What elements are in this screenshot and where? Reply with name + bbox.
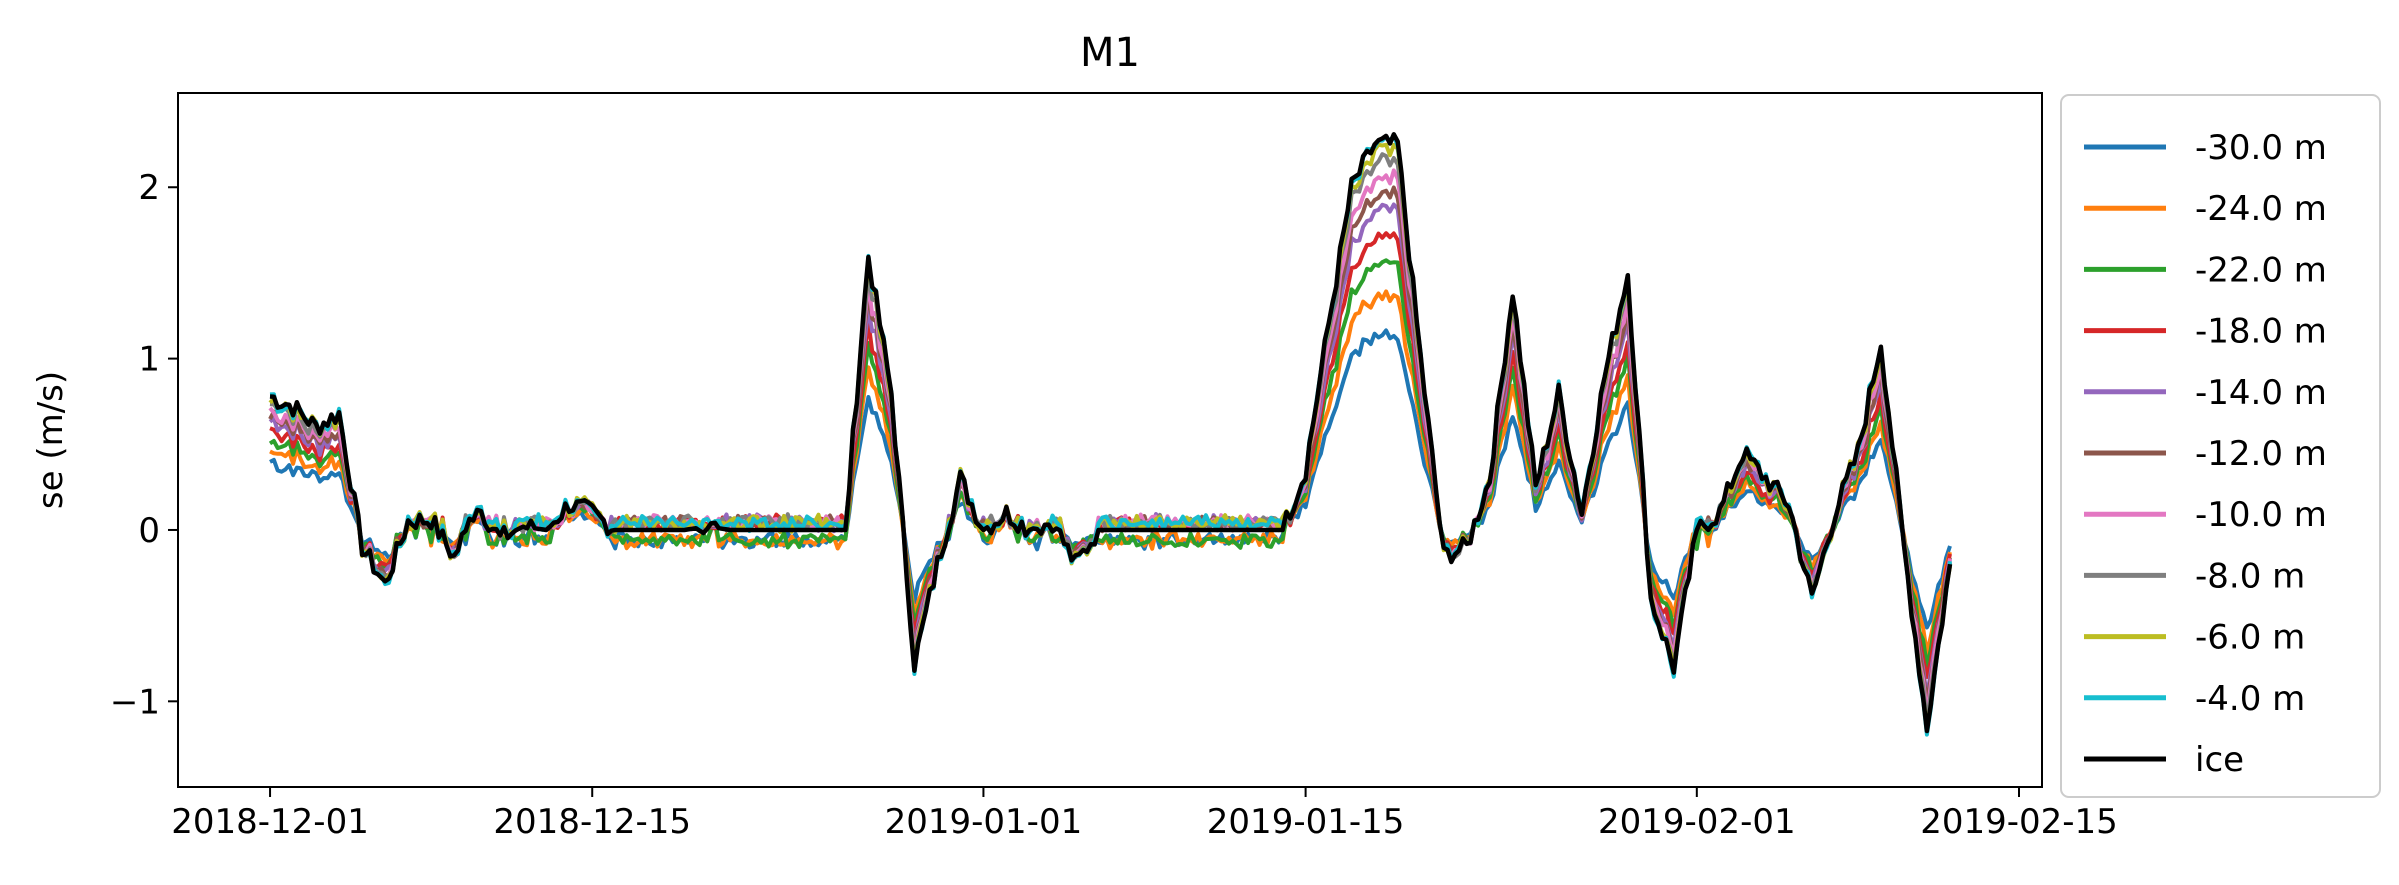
series-line-80m	[269, 152, 1952, 725]
series-line-300m	[269, 328, 1952, 630]
y-axis: −1 0 1 2	[110, 168, 178, 722]
y-tick-label: 1	[138, 340, 160, 380]
legend-label: -4.0 m	[2195, 679, 2305, 719]
plot-frame	[177, 92, 2043, 788]
y-tick-label: 0	[138, 511, 160, 551]
x-tick-label: 2019-02-01	[1598, 802, 1796, 842]
y-axis-label: se (m/s)	[31, 371, 71, 509]
series-line-ice	[269, 132, 1953, 734]
legend-label: -6.0 m	[2195, 618, 2305, 658]
x-tick-label: 2018-12-01	[171, 802, 369, 842]
x-tick-label: 2019-02-15	[1920, 802, 2118, 842]
legend-label: -22.0 m	[2195, 250, 2327, 290]
series-line-240m	[269, 289, 1952, 655]
series-line-120m	[268, 185, 1952, 704]
legend-label: ice	[2195, 740, 2244, 780]
series-line-100m	[268, 168, 1952, 718]
series-line-220m	[268, 258, 1952, 668]
plot-lines	[268, 132, 1953, 737]
chart-title: M1	[1080, 30, 1140, 76]
series-line-60m	[268, 142, 1952, 728]
legend-label: -18.0 m	[2195, 312, 2327, 352]
x-tick-label: 2019-01-01	[885, 802, 1083, 842]
legend-label: -10.0 m	[2195, 495, 2327, 535]
legend-label: -12.0 m	[2195, 434, 2327, 474]
series-line-180m	[269, 231, 1952, 679]
legend-label: -30.0 m	[2195, 128, 2327, 168]
x-axis: 2018-12-01 2018-12-15 2019-01-01 2019-01-15…	[171, 787, 2118, 842]
x-tick-label: 2019-01-15	[1207, 802, 1405, 842]
legend: -30.0 m -24.0 m -22.0 m -18.0 m -14.0 m -12.0…	[2060, 94, 2381, 798]
series-line-140m	[268, 202, 1952, 699]
series-line-40m	[269, 133, 1952, 737]
legend-label: -24.0 m	[2195, 189, 2327, 229]
y-tick-label: 2	[138, 168, 160, 208]
legend-label: -8.0 m	[2195, 556, 2305, 596]
legend-label: -14.0 m	[2195, 373, 2327, 413]
x-tick-label: 2018-12-15	[493, 802, 691, 842]
y-tick-label: −1	[110, 682, 160, 722]
